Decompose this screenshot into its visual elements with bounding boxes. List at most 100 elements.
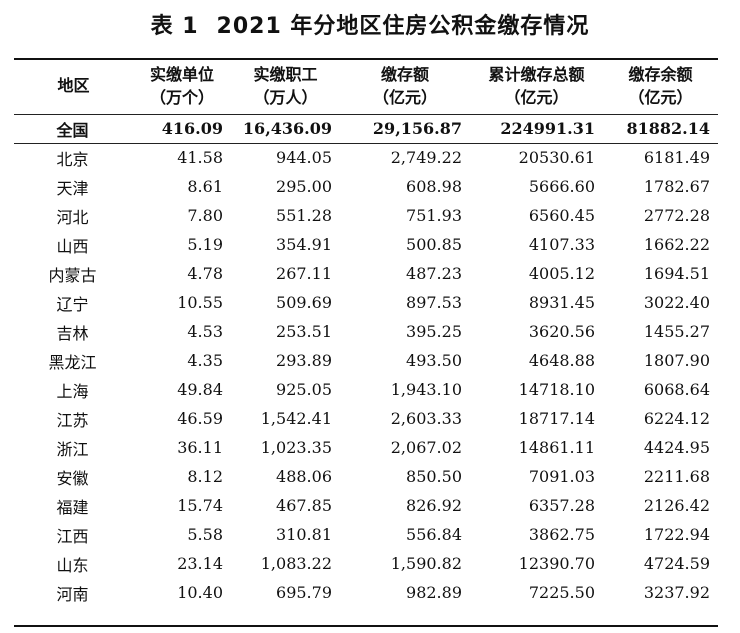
table-row: 浙江 36.11 1,023.35 2,067.02 14861.11 4424.95 (14, 433, 718, 462)
table-caption: 2021 年分地区住房公积金缴存情况 (216, 14, 590, 39)
table-row: 河南 10.40 695.79 982.89 7225.50 3237.92 (14, 578, 718, 607)
value-cell: 6357.28 (528, 496, 595, 515)
table-number: 表 1 (150, 14, 199, 39)
header-deposit-amount: 缴存额 （亿元） (340, 58, 470, 115)
value-cell: 8.12 (187, 467, 223, 486)
value-cell: 487.23 (406, 264, 462, 283)
table-row: 内蒙古 4.78 267.11 487.23 4005.12 1694.51 (14, 259, 718, 288)
value-cell: 41.58 (177, 148, 223, 168)
region-cell: 河南 (56, 584, 89, 604)
region-cell: 福建 (56, 497, 89, 517)
value-cell: 310.81 (276, 525, 332, 544)
region-cell: 山东 (56, 555, 89, 575)
value-cell: 8931.45 (528, 293, 595, 312)
value-cell: 6224.12 (643, 409, 710, 428)
value-cell: 509.69 (276, 293, 332, 312)
value-cell: 1662.22 (643, 235, 710, 254)
region-cell: 内蒙古 (48, 265, 97, 285)
value-cell: 4.78 (187, 264, 223, 283)
value-cell: 1,590.82 (390, 554, 462, 573)
table-row: 吉林 4.53 253.51 395.25 3620.56 1455.27 (14, 317, 718, 346)
value-cell: 1807.90 (643, 351, 710, 370)
value-cell: 3237.92 (643, 583, 710, 602)
value-cell: 4.53 (187, 322, 223, 341)
value-cell: 10.55 (177, 293, 223, 312)
table-row: 江苏 46.59 1,542.41 2,603.33 18717.14 6224.12 (14, 404, 718, 433)
value-cell: 4107.33 (528, 235, 595, 254)
value-cell: 4724.59 (643, 554, 710, 573)
value-cell: 1,542.41 (260, 409, 332, 428)
value-cell: 6068.64 (643, 380, 710, 399)
total-row: 全国 416.09 16,436.09 29,156.87 224991.31 81882… (14, 114, 718, 144)
value-cell: 18717.14 (518, 409, 595, 428)
value-cell: 2211.68 (643, 467, 710, 486)
value-cell: 944.05 (276, 148, 332, 168)
value-cell: 15.74 (177, 496, 223, 515)
region-cell: 浙江 (56, 439, 89, 459)
region-cell: 全国 (14, 114, 133, 144)
value-cell: 81882.14 (603, 114, 718, 144)
value-cell: 416.09 (133, 114, 231, 144)
header-region: 地区 (14, 58, 133, 115)
value-cell: 751.93 (406, 206, 462, 225)
value-cell: 23.14 (177, 554, 223, 573)
bottom-rule (14, 625, 718, 627)
table-row: 安徽 8.12 488.06 850.50 7091.03 2211.68 (14, 462, 718, 491)
value-cell: 925.05 (276, 380, 332, 399)
value-cell: 267.11 (276, 264, 332, 283)
region-cell: 安徽 (56, 468, 89, 488)
value-cell: 850.50 (406, 467, 462, 486)
value-cell: 354.91 (276, 235, 332, 254)
region-cell: 山西 (56, 236, 89, 256)
region-cell: 北京 (56, 149, 89, 169)
value-cell: 826.92 (406, 496, 462, 515)
value-cell: 20530.61 (518, 148, 595, 168)
value-cell: 1455.27 (643, 322, 710, 341)
value-cell: 293.89 (276, 351, 332, 370)
value-cell: 500.85 (406, 235, 462, 254)
region-cell: 上海 (56, 381, 89, 401)
value-cell: 5.58 (187, 525, 223, 544)
value-cell: 2,603.33 (390, 409, 462, 428)
deposit-table: 地区 实缴单位 （万个） 实缴职工 （万人） 缴存额 （亿元） 累计缴存总额 （亿元） … (14, 58, 718, 607)
value-cell: 12390.70 (518, 554, 595, 573)
table-row: 河北 7.80 551.28 751.93 6560.45 2772.28 (14, 201, 718, 230)
value-cell: 3862.75 (528, 525, 595, 544)
region-cell: 江苏 (56, 410, 89, 430)
value-cell: 10.40 (177, 583, 223, 602)
value-cell: 5.19 (187, 235, 223, 254)
value-cell: 4005.12 (528, 264, 595, 283)
value-cell: 1,083.22 (260, 554, 332, 573)
value-cell: 3620.56 (528, 322, 595, 341)
table-row: 北京 41.58 944.05 2,749.22 20530.61 6181.49 (14, 143, 718, 172)
value-cell: 1782.67 (643, 177, 710, 196)
table-row: 天津 8.61 295.00 608.98 5666.60 1782.67 (14, 172, 718, 201)
value-cell: 2,067.02 (390, 438, 462, 457)
value-cell: 7.80 (187, 206, 223, 225)
region-cell: 河北 (56, 207, 89, 227)
value-cell: 2126.42 (643, 496, 710, 515)
value-cell: 295.00 (276, 177, 332, 196)
region-cell: 吉林 (56, 323, 89, 343)
header-balance: 缴存余额 （亿元） (603, 58, 718, 115)
header-employees: 实缴职工 （万人） (231, 58, 340, 115)
value-cell: 2,749.22 (390, 148, 462, 168)
value-cell: 3022.40 (643, 293, 710, 312)
header-row: 地区 实缴单位 （万个） 实缴职工 （万人） 缴存额 （亿元） 累计缴存总额 （亿元） … (14, 58, 718, 115)
value-cell: 4.35 (187, 351, 223, 370)
value-cell: 1722.94 (643, 525, 710, 544)
value-cell: 4648.88 (528, 351, 595, 370)
value-cell: 467.85 (276, 496, 332, 515)
table-row: 福建 15.74 467.85 826.92 6357.28 2126.42 (14, 491, 718, 520)
value-cell: 6560.45 (528, 206, 595, 225)
value-cell: 982.89 (406, 583, 462, 602)
region-cell: 辽宁 (56, 294, 89, 314)
value-cell: 29,156.87 (340, 114, 470, 144)
value-cell: 7091.03 (528, 467, 595, 486)
value-cell: 551.28 (276, 206, 332, 225)
table-row: 江西 5.58 310.81 556.84 3862.75 1722.94 (14, 520, 718, 549)
value-cell: 6181.49 (643, 148, 710, 168)
value-cell: 36.11 (177, 438, 223, 457)
value-cell: 2772.28 (643, 206, 710, 225)
value-cell: 8.61 (187, 177, 223, 196)
